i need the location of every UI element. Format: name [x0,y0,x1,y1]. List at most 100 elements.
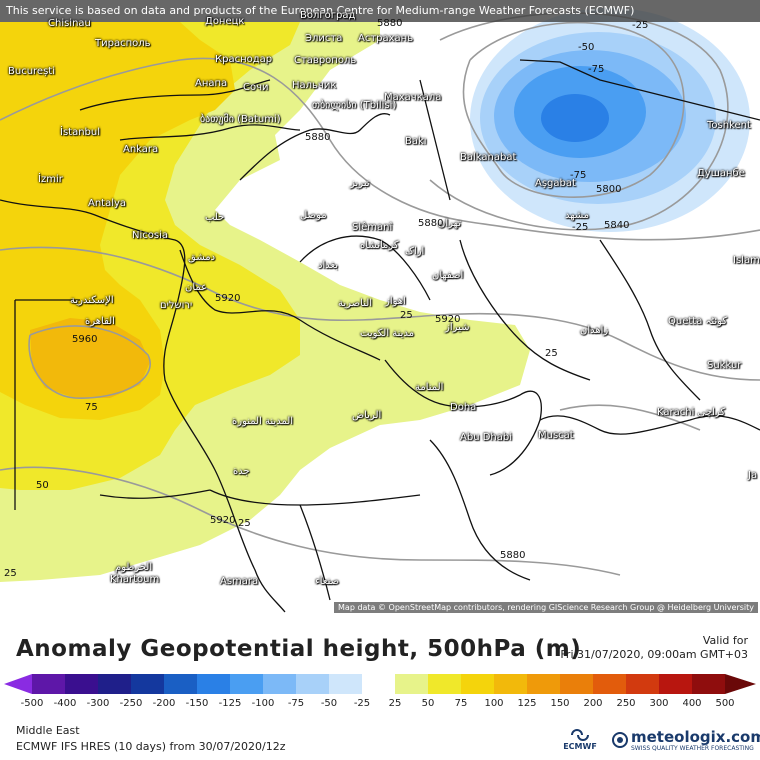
city-krasnodar: Краснодар [215,54,273,65]
contour-label: -75 [588,64,605,75]
ecmwf-logo[interactable]: ECMWF [560,728,600,751]
scale-cell [362,674,395,694]
city-toshkent: Toshkent [707,120,751,131]
scale-tick: -25 [353,698,371,709]
coastlines [0,59,760,613]
scale-tick: 400 [682,698,702,709]
map-attribution: Map data © OpenStreetMap contributors, r… [334,602,758,613]
scale-cell [527,674,560,694]
contour-label: 5880 [377,18,403,29]
scale-tick: -125 [218,698,242,709]
city-tabriz: تبریز [350,178,370,189]
scale-arrow-right [725,674,756,694]
scale-tick: -200 [152,698,176,709]
city-ja: Ja [748,470,758,481]
contour-label: 5880 [418,218,444,229]
scale-tick: 75 [454,698,468,709]
city-sukkur: Sukkur [707,360,742,371]
isoline-5800 [462,21,685,198]
city-sanaa: صنعاء [315,576,340,587]
ecmwf-logo-icon [571,729,589,741]
city-isfahan: اصفهان [432,270,464,281]
contour-label: 5960 [72,334,98,345]
valid-time: Fri 31/07/2020, 09:00am GMT+03 [560,648,748,661]
city-damascus: دمشق [188,252,216,263]
scale-cell [593,674,626,694]
city-tehran: تهران [438,218,462,229]
scale-cell [560,674,593,694]
city-anapa: Анапа [195,78,228,89]
city-nasiriyah: الناصرية [338,298,373,309]
valid-time-block: Valid for Fri 31/07/2020, 09:00am GMT+03 [560,634,748,662]
city-elista: Элиста [305,33,343,44]
city-khartoum-ar: الخرطوم [115,562,153,573]
contour-label: 5840 [604,220,630,231]
city-shiraz: شیراز [445,322,470,333]
city-nicosia: Nicosia [132,230,168,241]
scale-tick: -300 [86,698,110,709]
contour-label: -25 [632,20,649,31]
map-area[interactable]: This service is based on data and produc… [0,0,760,616]
scale-cell [395,674,428,694]
city-antalya: Antalya [88,198,127,209]
scale-tick: 200 [583,698,603,709]
city-kermanshah: کرمانشاه [360,240,399,251]
scale-tick: -100 [251,698,275,709]
city-baghdad: بغداد [318,260,339,271]
city-zahedan: زاهدان [580,325,609,336]
contour-label: -50 [578,42,595,53]
scale-tick: 250 [616,698,636,709]
city-tbilisi: თბილისი (Tbilisi) [312,100,397,111]
contour-label: 5920 [215,293,241,304]
contour-label: 5920 [435,314,461,325]
city-volgograd: Волгоград [300,10,356,21]
city-karachi: Karachi کراچی [657,407,726,418]
city-ahvaz: اهواز [385,296,406,307]
isoline-5960 [28,325,151,399]
scale-tick: 50 [421,698,435,709]
scale-arrow-left [4,674,32,694]
scale-tick: -150 [185,698,209,709]
city-chisinau: Chisinau [48,18,91,29]
scale-tick: 125 [517,698,537,709]
contour-label: 75 [85,402,98,413]
city-tiraspol: Тирасполь [95,38,151,49]
city-mosul: موصل [300,210,327,221]
contour-label: 5920 [210,515,236,526]
scale-tick: 25 [388,698,402,709]
city-abudhabi: Abu Dhabi [460,432,512,443]
city-asgabat: Aşgabat [535,178,576,189]
contour-label: 25 [545,348,558,359]
city-istanbul: İstanbul [60,127,101,138]
city-batumi: ბათუმი (Batumi) [200,114,281,125]
city-mashhad: مشهد [565,210,590,221]
city-jeddah: جدة [233,466,250,477]
contour-label: 5880 [305,132,331,143]
ecmwf-banner: This service is based on data and produc… [0,0,760,22]
meteologix-logo[interactable]: meteologix.com [631,728,760,746]
city-arak: اراک [405,246,425,257]
scale-cell [626,674,659,694]
city-bucuresti: București [8,66,55,77]
city-jerusalem: ירושלים [160,300,193,311]
scale-cell [65,674,98,694]
color-scale [4,674,756,694]
contour-label: 25 [4,568,17,579]
scale-cell [659,674,692,694]
city-stavropol: Ставрополь [294,55,357,66]
city-doha: Doha [450,402,477,413]
city-amman: عمان [185,282,208,293]
ecmwf-logo-text: ECMWF [563,742,597,751]
scale-cell [494,674,527,694]
scale-tick: 150 [550,698,570,709]
contour-label: 25 [238,518,251,529]
anomaly-map-svg [0,8,760,613]
city-riyadh: الرياض [352,410,382,421]
city-sochi: Сочи [243,82,269,93]
city-quetta: Quetta کوئٹہ [668,316,728,327]
contour-label: 5800 [596,184,622,195]
city-izmir: İzmir [38,174,63,185]
color-scale-svg [4,674,756,694]
city-slemani: Slêmanî [352,222,393,233]
isoline-5920b [0,466,621,576]
